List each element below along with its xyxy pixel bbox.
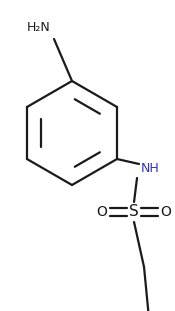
Text: NH: NH	[141, 162, 160, 175]
Text: H₂N: H₂N	[27, 21, 51, 34]
Text: S: S	[129, 205, 139, 220]
Text: O: O	[161, 205, 172, 219]
Text: O: O	[97, 205, 107, 219]
